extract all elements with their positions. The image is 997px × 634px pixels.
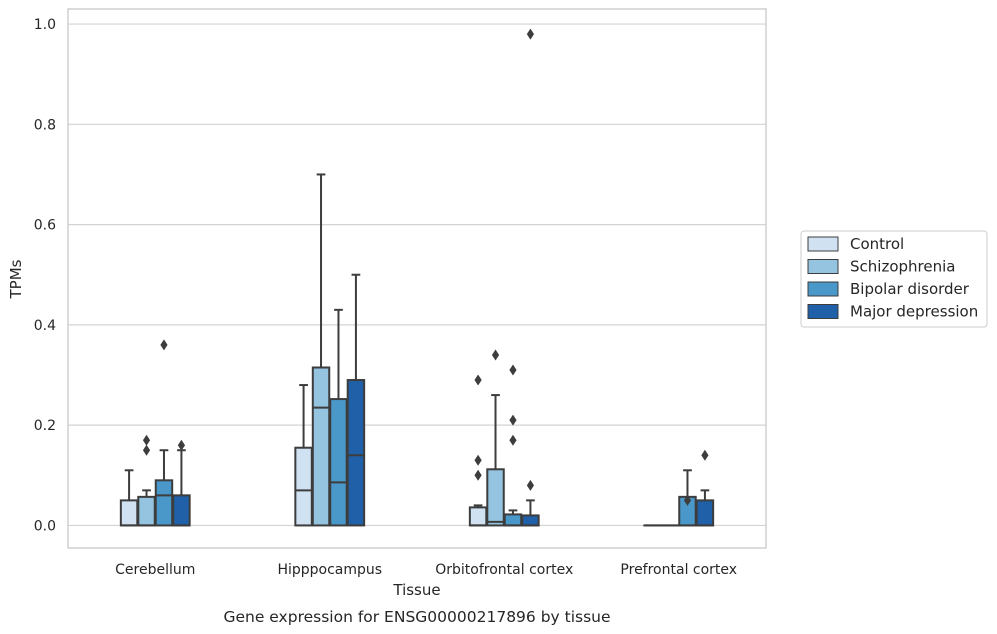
box-plot: [486, 349, 505, 527]
y-tick-label: 0.4: [34, 318, 56, 334]
legend-swatch: [807, 236, 839, 252]
y-tick-label: 0.8: [34, 117, 56, 133]
outlier-point: [509, 364, 517, 376]
y-tick-label: 0.2: [34, 418, 56, 434]
outlier-point: [474, 374, 482, 386]
box-plot: [468, 374, 488, 527]
box-plot: [521, 28, 540, 527]
box-plot: [346, 273, 366, 527]
legend-label: Control: [850, 235, 904, 253]
box-plot: [154, 339, 174, 527]
box-body: [468, 506, 488, 527]
y-axis-ticks: 0.0 0.2 0.4 0.6 0.8 1.0: [34, 17, 56, 534]
grid-lines: [68, 23, 766, 527]
legend-items: Control Schizophrenia Bipolar disorder Majo…: [807, 235, 978, 321]
box-body: [154, 479, 174, 527]
outlier-point: [474, 454, 482, 466]
box-body: [695, 499, 715, 527]
box-plot: [119, 469, 139, 527]
x-tick-label: Cerebellum: [115, 562, 195, 578]
box-body: [486, 468, 505, 527]
legend-swatch: [807, 281, 839, 297]
outlier-point: [526, 28, 535, 40]
outlier-point: [491, 349, 500, 361]
box-body: [294, 446, 313, 527]
chart-caption: Gene expression for ENSG00000217896 by t…: [223, 608, 610, 626]
legend: Control Schizophrenia Bipolar disorder Majo…: [800, 230, 988, 328]
box-body: [119, 499, 139, 527]
box-plot: [678, 469, 697, 527]
x-tick-label: Orbitofrontal cortex: [435, 562, 573, 578]
x-axis-ticks: Cerebellum Hipppocampus Orbitofrontal cort…: [115, 562, 737, 578]
outlier-point: [509, 434, 517, 446]
y-tick-label: 0.0: [34, 518, 56, 534]
x-tick-label: Hipppocampus: [277, 562, 382, 578]
outlier-point: [142, 444, 151, 456]
outlier-point: [160, 339, 168, 351]
box-plots: [119, 28, 715, 527]
y-axis-label: TPMs: [7, 259, 25, 299]
box-plot: [311, 173, 331, 527]
box-plot: [695, 449, 715, 527]
outlier-point: [142, 434, 151, 446]
y-tick-label: 1.0: [34, 17, 56, 33]
box-plot: [329, 308, 348, 527]
legend-label: Major depression: [850, 303, 978, 321]
box-body: [172, 494, 191, 527]
outlier-point: [701, 449, 709, 461]
outlier-point: [683, 494, 692, 506]
legend-swatch: [807, 259, 839, 274]
legend-swatch: [807, 304, 839, 319]
legend-label: Schizophrenia: [850, 258, 955, 276]
x-axis-label: Tissue: [392, 581, 440, 599]
box-body: [503, 513, 523, 527]
box-body: [137, 495, 156, 527]
box-plot: [172, 439, 191, 527]
outlier-point: [509, 414, 517, 426]
box-body: [329, 398, 348, 527]
box-plot: [503, 364, 523, 527]
box-body: [521, 514, 540, 527]
legend-frame: [800, 230, 988, 328]
outlier-point: [474, 469, 482, 481]
box-body: [311, 366, 331, 527]
box-plot: [137, 434, 156, 527]
x-tick-label: Prefrontal cortex: [620, 562, 737, 578]
box-body: [346, 379, 366, 527]
y-tick-label: 0.6: [34, 218, 56, 234]
legend-label: Bipolar disorder: [850, 280, 970, 298]
plot-frame: [67, 8, 767, 549]
box-plot: [294, 384, 313, 527]
outlier-point: [177, 439, 186, 451]
outlier-point: [526, 479, 535, 491]
